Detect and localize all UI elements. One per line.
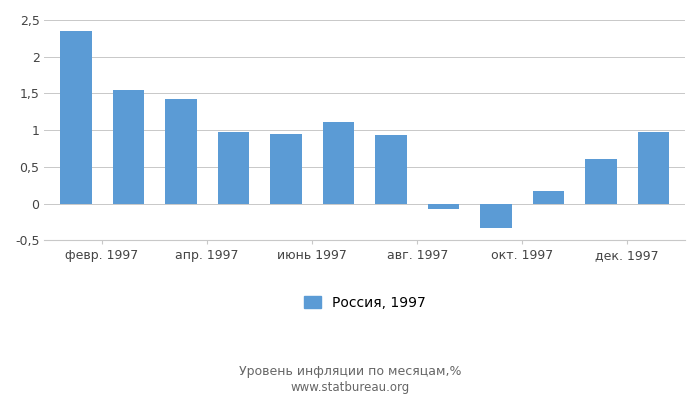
Bar bbox=[638, 132, 669, 204]
Bar bbox=[585, 159, 617, 204]
Bar bbox=[270, 134, 302, 204]
Bar bbox=[428, 204, 459, 209]
Bar bbox=[60, 31, 92, 204]
Text: Уровень инфляции по месяцам,%: Уровень инфляции по месяцам,% bbox=[239, 366, 461, 378]
Bar bbox=[480, 204, 512, 228]
Text: www.statbureau.org: www.statbureau.org bbox=[290, 382, 410, 394]
Legend: Россия, 1997: Россия, 1997 bbox=[304, 296, 426, 310]
Bar bbox=[375, 134, 407, 204]
Bar bbox=[113, 90, 144, 204]
Bar bbox=[533, 191, 564, 204]
Bar bbox=[218, 132, 249, 204]
Bar bbox=[165, 98, 197, 204]
Bar bbox=[323, 122, 354, 204]
